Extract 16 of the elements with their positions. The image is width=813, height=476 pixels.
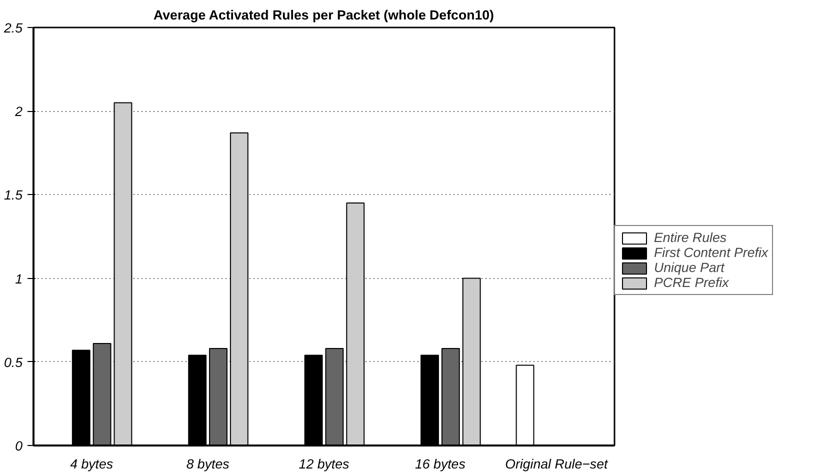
x-tick-label: 12 bytes bbox=[298, 456, 350, 472]
legend-label: PCRE Prefix bbox=[654, 275, 729, 290]
legend-label: Entire Rules bbox=[654, 230, 727, 245]
x-tick-label: 16 bytes bbox=[415, 456, 466, 472]
y-tick-label: 2 bbox=[14, 104, 24, 120]
y-tick-label: 0.5 bbox=[4, 354, 24, 370]
x-tick-label: 4 bytes bbox=[70, 456, 114, 472]
y-tick-label: 0 bbox=[15, 438, 24, 454]
chart-title: Average Activated Rules per Packet (whole Defcon10) bbox=[154, 8, 494, 22]
y-tick-label: 1 bbox=[15, 271, 23, 286]
legend-label: First Content Prefix bbox=[654, 245, 768, 260]
x-tick-label: 8 bytes bbox=[186, 456, 230, 472]
y-tick-label: 2.5 bbox=[2, 20, 24, 36]
legend-label: Unique Part bbox=[654, 260, 724, 275]
y-tick-label: 1.5 bbox=[4, 188, 24, 203]
x-tick-label: Original Rule−set bbox=[505, 456, 609, 472]
